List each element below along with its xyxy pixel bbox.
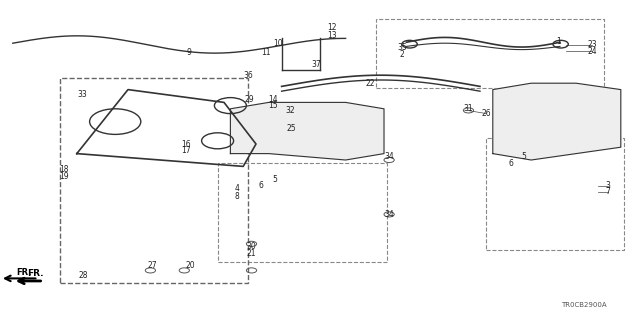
Text: 34: 34 — [384, 210, 394, 219]
Text: 26: 26 — [481, 109, 492, 118]
Text: 20: 20 — [185, 261, 195, 270]
Text: 15: 15 — [268, 101, 278, 110]
Text: 17: 17 — [180, 146, 191, 155]
Text: FR.: FR. — [16, 268, 31, 277]
Bar — [376, 19, 604, 88]
Text: 29: 29 — [244, 95, 255, 104]
Bar — [486, 138, 624, 250]
Bar — [218, 163, 387, 262]
Text: 5: 5 — [521, 152, 526, 161]
Text: 32: 32 — [285, 106, 295, 115]
Text: FR.: FR. — [27, 269, 44, 278]
Text: 7: 7 — [605, 188, 611, 196]
Text: 31: 31 — [463, 104, 474, 113]
Polygon shape — [230, 102, 384, 160]
Polygon shape — [493, 83, 621, 160]
Text: 11: 11 — [261, 48, 270, 57]
Text: 25: 25 — [286, 124, 296, 132]
Text: 6: 6 — [508, 159, 513, 168]
Text: 13: 13 — [326, 31, 337, 40]
Text: 16: 16 — [180, 140, 191, 148]
Text: 34: 34 — [384, 152, 394, 161]
Text: 9: 9 — [186, 48, 191, 57]
Text: 33: 33 — [77, 90, 87, 99]
Text: 36: 36 — [243, 71, 253, 80]
Bar — [60, 78, 248, 283]
Text: 19: 19 — [59, 172, 69, 180]
Text: 21: 21 — [247, 249, 256, 258]
Text: 3: 3 — [605, 181, 611, 190]
Text: 4: 4 — [234, 184, 239, 193]
Text: 1: 1 — [556, 37, 561, 46]
Text: 18: 18 — [60, 165, 68, 174]
Text: 22: 22 — [365, 79, 374, 88]
Text: 10: 10 — [273, 39, 284, 48]
Text: 37: 37 — [311, 60, 321, 68]
Text: 35: 35 — [397, 43, 407, 52]
Text: 14: 14 — [268, 95, 278, 104]
Text: TR0CB2900A: TR0CB2900A — [561, 302, 607, 308]
Text: 30: 30 — [246, 242, 257, 251]
Text: 2: 2 — [399, 50, 404, 59]
Text: 24: 24 — [587, 47, 597, 56]
Text: 8: 8 — [234, 192, 239, 201]
Text: 12: 12 — [327, 23, 336, 32]
Text: 6: 6 — [259, 181, 264, 190]
Text: 27: 27 — [147, 261, 157, 270]
Text: 5: 5 — [273, 175, 278, 184]
Text: 23: 23 — [587, 40, 597, 49]
Text: 28: 28 — [79, 271, 88, 280]
